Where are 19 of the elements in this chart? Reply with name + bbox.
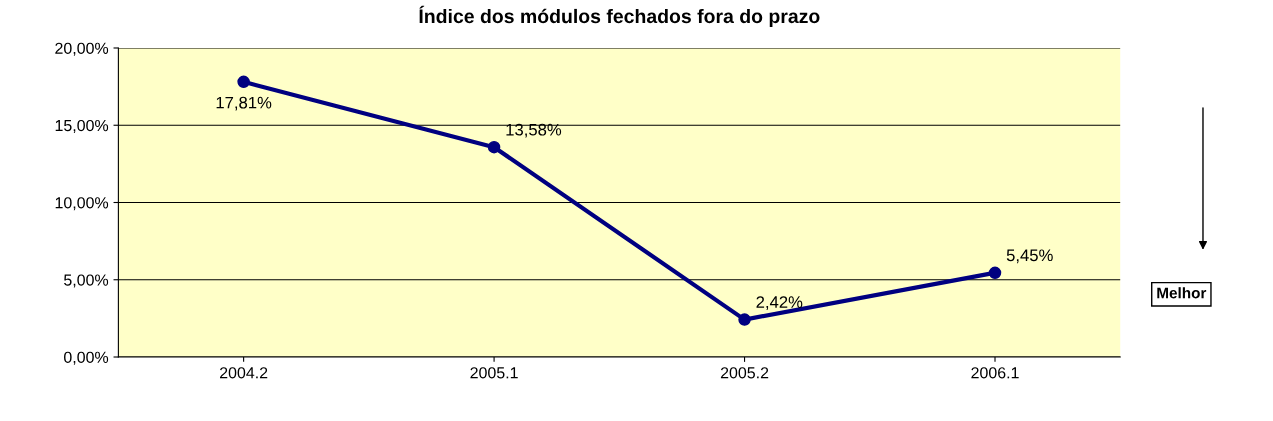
data-label: 2,42% [756, 296, 803, 310]
y-tick-label: 5,00% [64, 274, 109, 288]
data-label: 17,81% [216, 96, 272, 111]
y-tick-label: 15,00% [55, 119, 109, 134]
data-label: 5,45% [1006, 249, 1053, 264]
data-label: 13,58% [506, 123, 562, 138]
chart-title: Índice dos módulos fechados fora do prazo [419, 5, 820, 28]
y-tick-label: 0,00% [64, 351, 109, 365]
point [988, 266, 1002, 280]
x-tick-label: 2005.2 [720, 367, 769, 379]
point [487, 140, 501, 154]
point [738, 313, 751, 326]
text: Melhor [1157, 287, 1207, 299]
x-tick-label: 2004.2 [220, 367, 268, 379]
y-tick-label: 10,00% [55, 197, 109, 211]
x-tick-label: 2005.1 [470, 367, 518, 379]
point [237, 75, 250, 89]
y-tick-label: 20,00% [55, 42, 109, 56]
x-tick-label: 2006.1 [971, 367, 1019, 379]
